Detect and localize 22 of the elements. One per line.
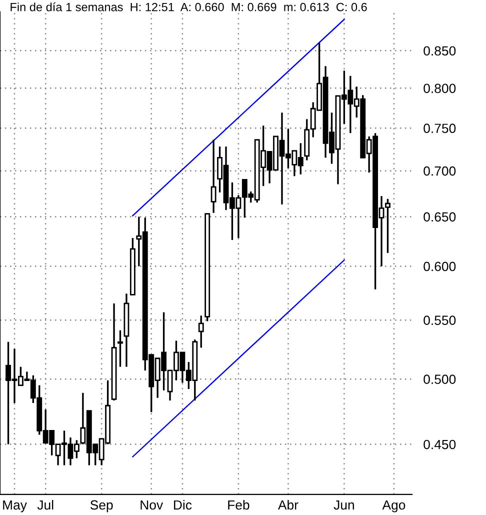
candlestick xyxy=(118,329,123,368)
y-tick-label: 0.650 xyxy=(424,212,456,222)
x-tick-label: Jun xyxy=(334,500,354,510)
candlestick xyxy=(198,314,204,349)
y-tick-label: 0.750 xyxy=(424,124,456,134)
x-tick-label: Abr xyxy=(278,500,298,510)
y-tick-label: 0.600 xyxy=(424,262,456,272)
x-tick-label: Nov xyxy=(140,500,164,510)
y-tick-label: 0.800 xyxy=(424,84,456,94)
x-tick-label: Ago xyxy=(382,500,406,512)
x-tick-label: Sep xyxy=(90,500,113,512)
y-tick-label: 0.550 xyxy=(424,316,456,325)
candlestick xyxy=(210,138,216,214)
y-tick-label: 0.700 xyxy=(424,166,456,176)
y-tick-label: 0.450 xyxy=(424,440,456,450)
x-tick-label: Dic xyxy=(174,500,192,510)
x-tick-label: Feb xyxy=(228,500,250,510)
x-tick-label: May xyxy=(3,500,27,512)
x-tick-label: Jul xyxy=(37,500,54,510)
chart-title: Fin de día 1 semanas H: 12:51 A: 0.660 M: 0.669 m: 0.613 C: 0.6 xyxy=(10,2,367,12)
y-tick-label: 0.500 xyxy=(424,374,456,384)
y-tick-label: 0.850 xyxy=(424,46,456,56)
